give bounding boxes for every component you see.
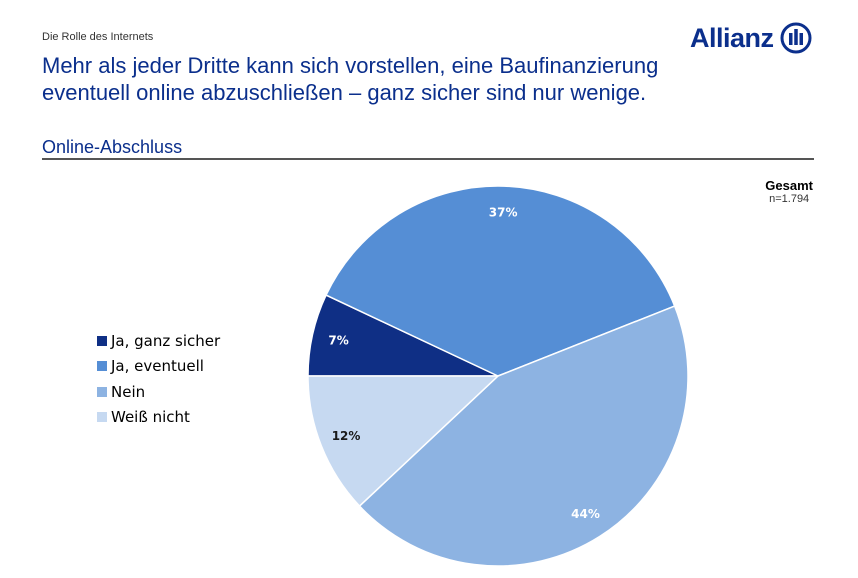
section-label: Die Rolle des Internets bbox=[42, 31, 154, 43]
pie-slice bbox=[307, 375, 500, 508]
legend-label: Nein bbox=[111, 382, 146, 401]
legend-item: Nein bbox=[97, 379, 220, 405]
pie-slice bbox=[325, 185, 676, 377]
legend-item: Ja, ganz sicher bbox=[97, 328, 220, 354]
divider bbox=[42, 158, 814, 160]
slice-label: 7% bbox=[328, 333, 348, 347]
slice-label: 44% bbox=[571, 507, 600, 521]
legend-swatch bbox=[97, 361, 107, 372]
sample-annotation: Gesamt n=1.794 bbox=[765, 178, 813, 205]
slice-label: 37% bbox=[489, 206, 518, 220]
legend-label: Weiß nicht bbox=[111, 408, 190, 427]
annotation-n: n=1.794 bbox=[769, 193, 810, 205]
legend-label: Ja, ganz sicher bbox=[111, 331, 221, 350]
logo-text: Allianz bbox=[690, 22, 774, 53]
legend-swatch bbox=[97, 386, 107, 397]
legend-swatch bbox=[97, 335, 107, 346]
legend-item: Weiß nicht bbox=[97, 405, 220, 431]
chart-title: Online-Abschluss bbox=[42, 137, 183, 157]
slice-label: 12% bbox=[332, 429, 361, 443]
legend-label: Ja, eventuell bbox=[111, 357, 204, 376]
page-title: Mehr als jeder Dritte kann sich vorstell… bbox=[42, 53, 659, 105]
legend-item: Ja, eventuell bbox=[97, 354, 220, 380]
logo: Allianz bbox=[690, 22, 812, 54]
annotation-label: Gesamt bbox=[765, 178, 813, 193]
legend: Ja, ganz sicher Ja, eventuell Nein Weiß … bbox=[97, 328, 220, 430]
legend-swatch bbox=[97, 412, 107, 423]
allianz-emblem-icon bbox=[780, 22, 812, 54]
pie-slice bbox=[358, 305, 689, 567]
